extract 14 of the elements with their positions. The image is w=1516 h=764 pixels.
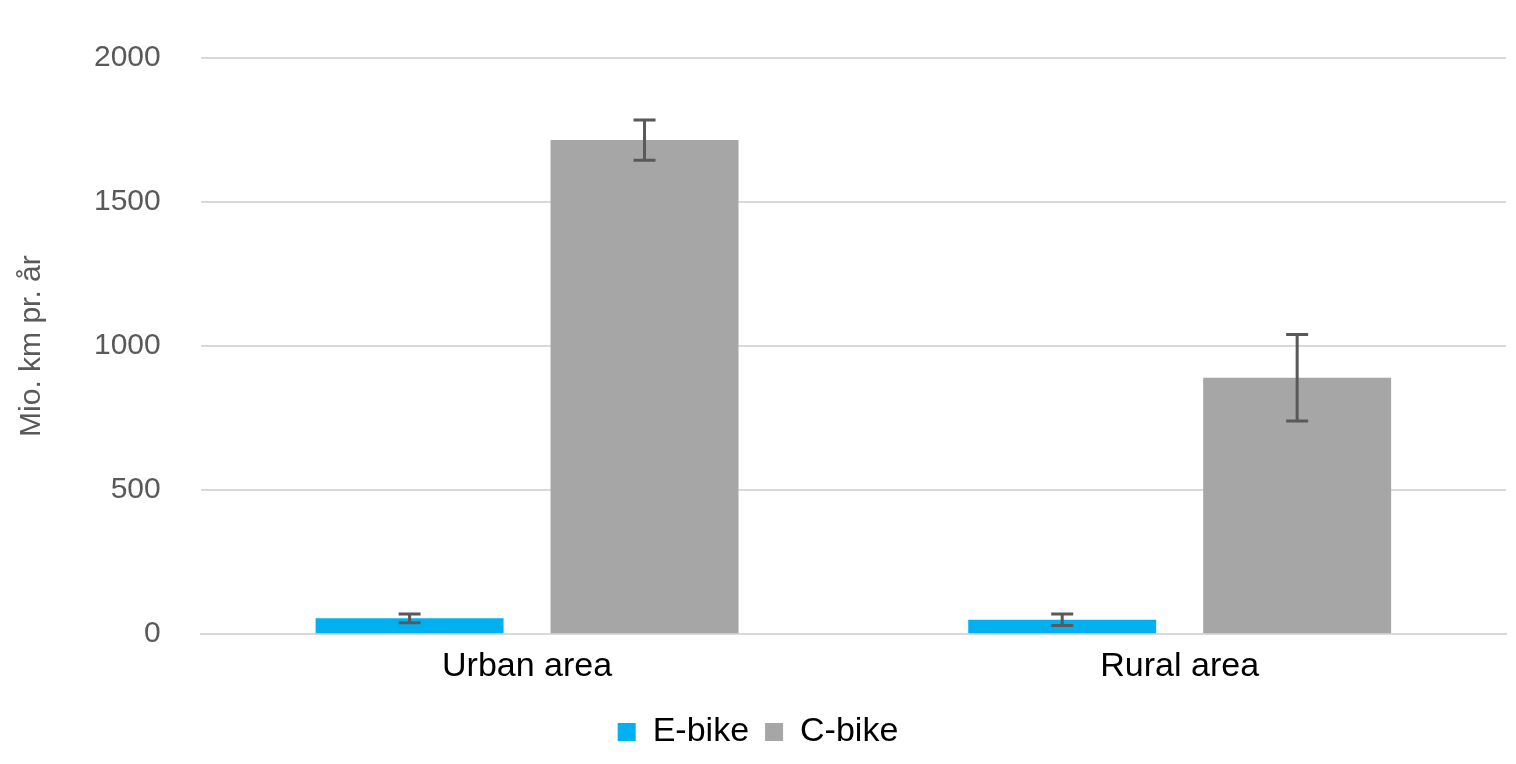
y-tick-label: 2000: [93, 39, 161, 73]
y-tick-label: 500: [110, 471, 161, 505]
y-tick-label: 1500: [93, 183, 161, 217]
x-tick-label: Rural area: [1100, 644, 1260, 683]
y-axis-title: Mio. km pr. år: [13, 255, 47, 437]
bar: [315, 618, 504, 634]
y-tick-label: 1000: [93, 327, 161, 361]
bar: [1203, 377, 1392, 634]
x-tick-label: Urban area: [442, 644, 613, 683]
bar: [968, 619, 1157, 634]
bar: [550, 140, 739, 634]
y-tick-label: 0: [144, 615, 161, 649]
legend-label: C-bike: [800, 710, 899, 749]
legend-label: E-bike: [652, 710, 750, 749]
